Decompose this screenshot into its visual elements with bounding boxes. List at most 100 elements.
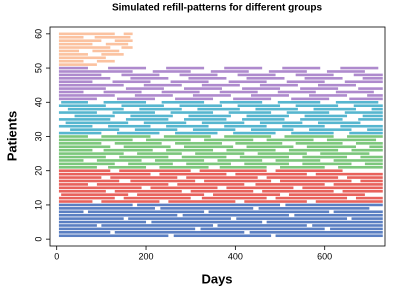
refill-segment (184, 87, 222, 90)
refill-segment (58, 213, 178, 217)
refill-segment (166, 148, 214, 152)
refill-segment (228, 80, 267, 84)
refill-segment (288, 148, 339, 152)
refill-segment (170, 111, 214, 114)
refill-segment (219, 165, 267, 169)
refill-segment (333, 183, 383, 186)
refill-segment (58, 189, 106, 193)
refill-segment (237, 104, 281, 108)
refill-segment (362, 114, 383, 118)
refill-segment (58, 196, 115, 200)
refill-segment (58, 183, 88, 186)
refill-segment (295, 104, 339, 108)
x-tick-label: 0 (54, 251, 59, 261)
refill-segment (58, 32, 115, 36)
refill-segment (192, 128, 236, 131)
refill-segment (58, 159, 84, 162)
refill-segment (362, 77, 383, 80)
refill-segment (259, 121, 303, 125)
refill-segment (58, 97, 97, 101)
refill-segment (300, 118, 343, 121)
refill-segment (338, 165, 383, 169)
refill-segment (137, 193, 205, 196)
refill-segment (244, 162, 289, 166)
refill-segment (251, 94, 289, 97)
refill-segment (87, 210, 205, 214)
refill-segment (242, 87, 281, 90)
refill-segment (224, 124, 267, 128)
refill-segment (166, 66, 205, 70)
refill-segment (340, 124, 383, 128)
refill-segment (58, 90, 84, 94)
refill-segment (344, 80, 383, 84)
refill-segment (285, 203, 383, 207)
refill-segment (61, 100, 88, 104)
refill-segment (188, 114, 231, 118)
refill-segment (318, 121, 361, 125)
refill-segment (58, 176, 102, 179)
refill-segment (277, 90, 316, 94)
refill-segment (275, 234, 383, 238)
refill-segment (175, 131, 218, 135)
refill-segment (275, 159, 321, 162)
refill-segment (300, 87, 339, 90)
refill-segment (353, 73, 383, 77)
refill-segment (192, 94, 231, 97)
refill-segment (65, 121, 129, 125)
refill-segment (195, 152, 245, 155)
refill-segment (201, 121, 245, 125)
refill-segment (121, 73, 160, 77)
refill-segment (282, 124, 325, 128)
refill-segment (101, 135, 151, 138)
refill-segment (358, 87, 383, 90)
refill-segment (197, 107, 240, 111)
refill-segment (179, 104, 222, 108)
refill-segment (284, 135, 334, 138)
refill-segment (103, 148, 153, 152)
refill-segment (92, 49, 120, 53)
refill-segment (291, 97, 330, 101)
refill-segment (150, 186, 218, 190)
plot-frame (49, 26, 386, 247)
refill-segment (161, 100, 205, 104)
refill-segment (228, 111, 272, 114)
refill-segment (219, 100, 263, 104)
refill-segment (170, 80, 209, 84)
refill-segment (201, 83, 240, 87)
refill-segment (257, 152, 307, 155)
refill-segment (175, 142, 222, 145)
refill-segment (143, 121, 187, 125)
refill-segment (244, 200, 307, 203)
refill-segment (123, 145, 171, 149)
refill-segment (128, 162, 173, 166)
refill-segment (224, 135, 272, 138)
refill-segment (58, 217, 124, 220)
x-tick-label: 600 (317, 251, 332, 261)
refill-segment (103, 90, 142, 94)
x-axis-label: Days (201, 271, 232, 286)
refill-segment (58, 53, 88, 56)
refill-segment (168, 200, 236, 203)
refill-segment (130, 77, 169, 80)
refill-segment (96, 59, 115, 63)
refill-segment (335, 100, 379, 104)
refill-segment (58, 169, 111, 173)
refill-segment (275, 196, 348, 200)
refill-segment (304, 77, 343, 80)
refill-segment (58, 42, 93, 46)
refill-segment (186, 176, 258, 179)
refill-segment (201, 196, 267, 200)
refill-segment (353, 104, 383, 108)
refill-segment (173, 234, 272, 238)
refill-segment (121, 46, 133, 49)
refill-segment (294, 213, 383, 217)
refill-segment (58, 63, 97, 66)
refill-segment (302, 155, 348, 159)
refill-segment (262, 189, 334, 193)
refill-segment (277, 100, 321, 104)
refill-segment (186, 162, 231, 166)
refill-segment (121, 104, 164, 108)
refill-segment (58, 111, 97, 114)
refill-segment (58, 87, 106, 90)
refill-segment (70, 128, 120, 131)
